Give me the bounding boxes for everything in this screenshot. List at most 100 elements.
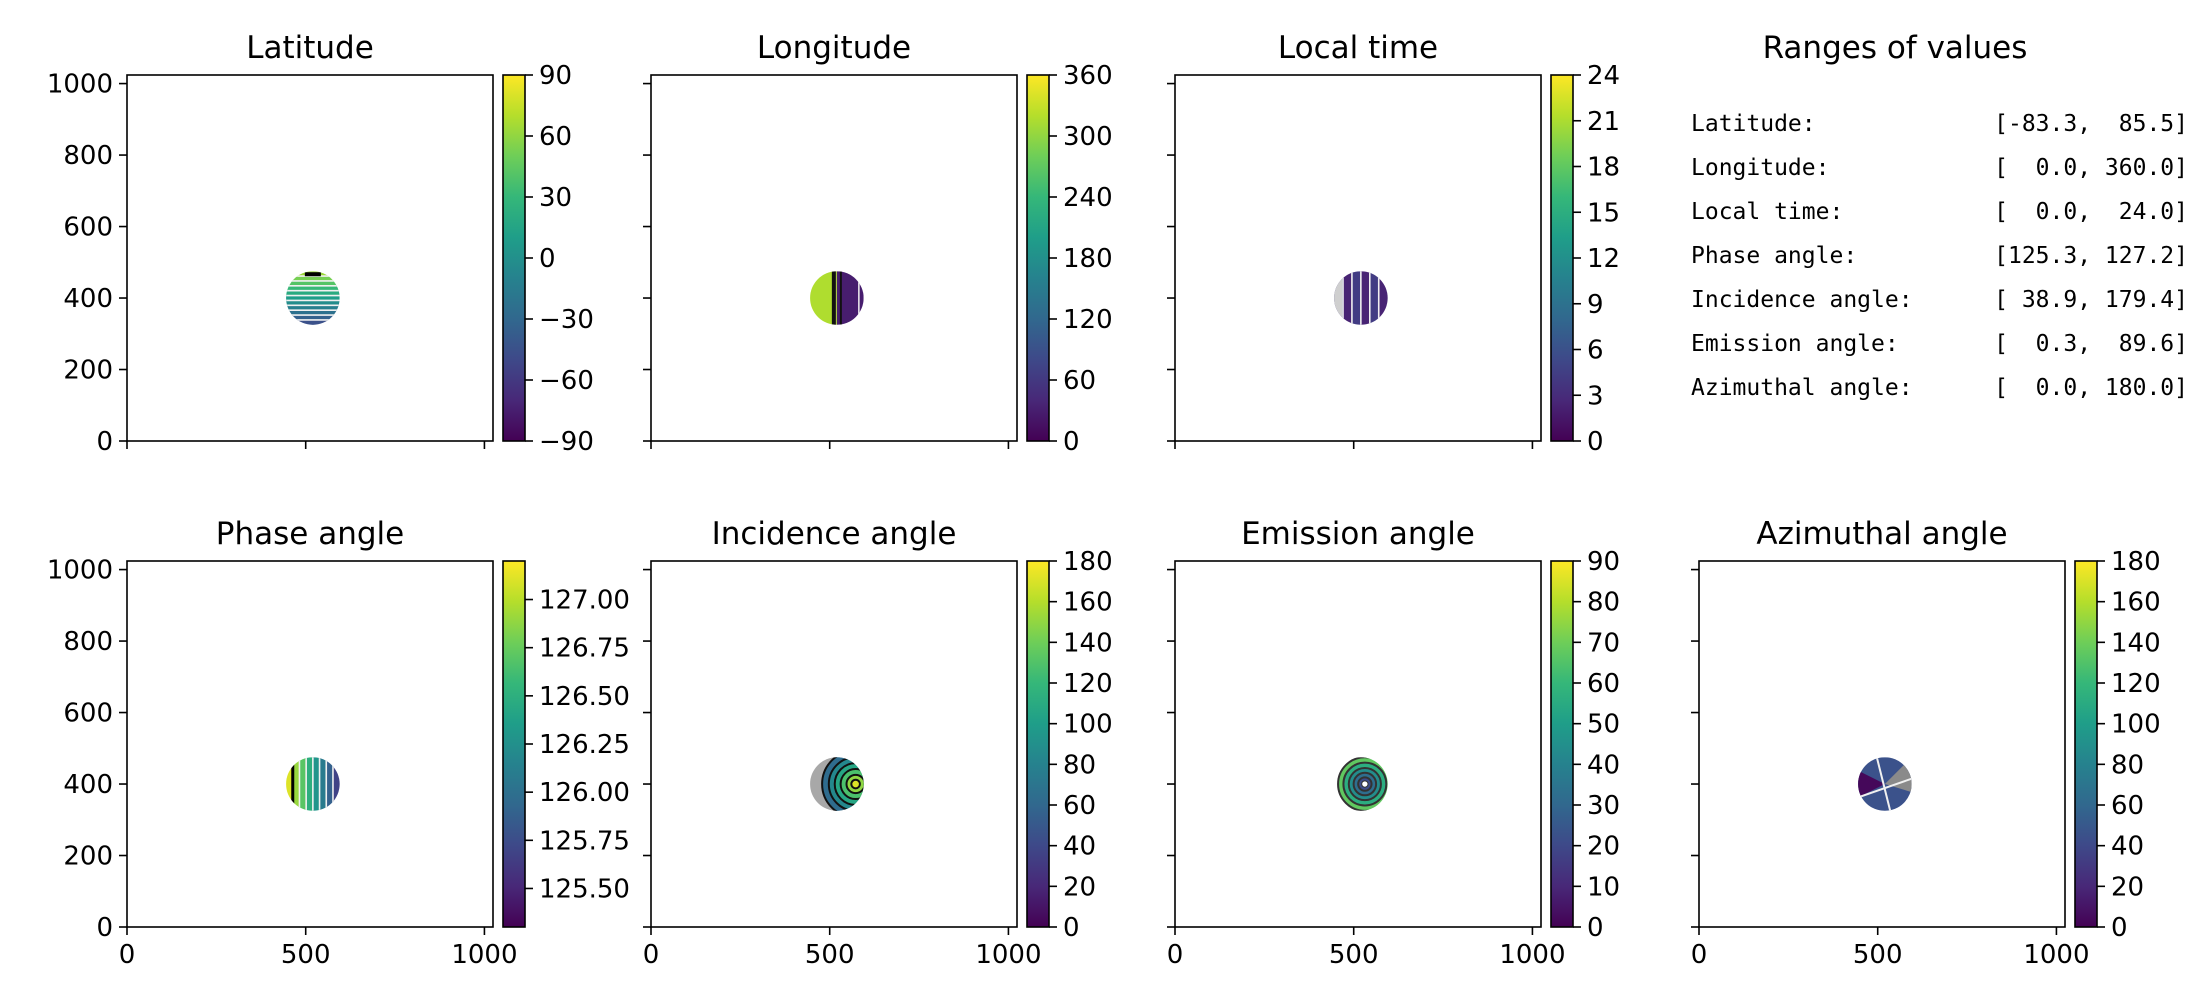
x-tick-label: 1000 xyxy=(2023,940,2089,970)
contour-ring xyxy=(850,778,861,790)
colorbar-tick-label: 3 xyxy=(1587,381,1604,411)
colorbar-tick-label: 160 xyxy=(1063,588,1113,618)
x-tick-label: 500 xyxy=(281,940,331,970)
colorbar xyxy=(2074,560,2098,928)
colorbar xyxy=(1550,74,1574,442)
colorbar-tick-label: −90 xyxy=(539,427,594,457)
band xyxy=(286,276,340,282)
colorbar-tick-label: 0 xyxy=(539,244,556,274)
colorbar-tick-label: 240 xyxy=(1063,183,1113,213)
y-tick-label: 1000 xyxy=(47,556,113,586)
colorbar-tick-label: 126.25 xyxy=(539,730,630,760)
range-label: Local time: xyxy=(1691,199,1843,225)
colorbar-tick-label: 60 xyxy=(2111,791,2144,821)
colorbar-tick-label: 127.00 xyxy=(539,586,630,616)
colorbar xyxy=(1026,74,1050,442)
panel-0: Latitude 0 200 400 600 800 1000 −90 −60 −30 0 30 60 9… xyxy=(47,30,594,457)
panel-title: Azimuthal angle xyxy=(1756,516,2007,552)
axes-frame xyxy=(650,74,1018,442)
x-tick-label: 0 xyxy=(643,940,660,970)
x-tick-label: 500 xyxy=(805,940,855,970)
plots: Latitude02004006008001000−90−60−30030609… xyxy=(47,30,2161,970)
panel-5: Emission angle 0 500 1000 0 10 20 30 40 50 60 70 80 9… xyxy=(1167,516,1620,970)
colorbar-tick-label: 180 xyxy=(1063,547,1113,577)
colorbar-tick-label: 12 xyxy=(1587,244,1620,274)
colorbar-tick-label: 90 xyxy=(539,61,572,91)
contour xyxy=(1875,757,1892,811)
colorbar-tick-label: −30 xyxy=(539,305,594,335)
axes-frame xyxy=(1174,560,1542,928)
stripe xyxy=(1369,271,1380,325)
colorbar-tick-label: 40 xyxy=(1587,750,1620,780)
stripe xyxy=(1360,271,1371,325)
stripe xyxy=(299,757,307,811)
y-tick-label: 400 xyxy=(63,770,113,800)
colorbar-tick-label: 6 xyxy=(1587,336,1604,366)
y-tick-label: 800 xyxy=(63,141,113,171)
colorbar-tick-label: 20 xyxy=(2111,872,2144,902)
panel-title: Local time xyxy=(1278,30,1438,66)
colorbar-tick-label: 126.75 xyxy=(539,634,630,664)
axes-frame xyxy=(126,74,494,442)
colorbar-tick-label: 90 xyxy=(1587,547,1620,577)
colorbar-tick-label: 80 xyxy=(2111,750,2144,780)
colorbar-tick-label: 0 xyxy=(2111,913,2128,943)
colorbar-tick-label: 50 xyxy=(1587,710,1620,740)
range-value: [ 0.0, 24.0] xyxy=(1994,199,2188,225)
colorbar-tick-label: 126.00 xyxy=(539,778,630,808)
band xyxy=(286,310,340,316)
range-value: [ 38.9, 179.4] xyxy=(1994,287,2188,313)
stripe xyxy=(332,757,340,811)
band xyxy=(286,290,340,297)
planet-disk xyxy=(286,271,340,325)
x-tick-label: 1000 xyxy=(1499,940,1565,970)
colorbar-tick-label: 80 xyxy=(1587,588,1620,618)
ranges-rows: Latitude: [-83.3, 85.5] Longitude: [ 0.0, 3… xyxy=(1691,111,2188,401)
colorbar-tick-label: 120 xyxy=(2111,669,2161,699)
panel-6: Azimuthal angle 0 500 1000 0 20 40 60 80 100 120 14… xyxy=(1691,516,2161,970)
y-tick-label: 0 xyxy=(96,913,113,943)
range-label: Azimuthal angle: xyxy=(1691,375,1913,401)
colorbar-tick-label: 100 xyxy=(2111,710,2161,740)
colorbar-tick-label: 140 xyxy=(1063,628,1113,658)
planet-disk xyxy=(810,757,864,811)
planet-disk xyxy=(1334,271,1388,325)
colorbar-tick-label: 15 xyxy=(1587,198,1620,228)
axes-frame xyxy=(1174,74,1542,442)
band xyxy=(286,280,340,287)
panel-title: Incidence angle xyxy=(712,516,957,552)
colorbar-tick-label: 126.50 xyxy=(539,682,630,712)
panel-title: Longitude xyxy=(757,30,911,66)
band xyxy=(286,305,340,311)
stripe xyxy=(1378,271,1388,325)
colorbar-tick-label: 360 xyxy=(1063,61,1113,91)
band xyxy=(286,315,340,321)
ranges-panel: Ranges of values Latitude: [-83.3, 85.5]L… xyxy=(1691,30,2188,401)
range-value: [ 0.0, 360.0] xyxy=(1994,155,2188,181)
stripe xyxy=(1351,271,1362,325)
x-tick-label: 500 xyxy=(1853,940,1903,970)
band xyxy=(286,285,340,292)
colorbar-tick-label: 10 xyxy=(1587,872,1620,902)
stripe xyxy=(306,757,314,811)
colorbar-tick-label: 160 xyxy=(2111,588,2161,618)
center-dot xyxy=(1362,781,1368,787)
range-label: Longitude: xyxy=(1691,155,1829,181)
y-tick-label: 200 xyxy=(63,356,113,386)
colorbar-tick-label: 0 xyxy=(1587,913,1604,943)
colorbar-tick-label: 60 xyxy=(539,122,572,152)
colorbar-tick-label: 40 xyxy=(1063,832,1096,862)
x-tick-label: 500 xyxy=(1329,940,1379,970)
limb-shade xyxy=(1334,271,1343,325)
colorbar-tick-label: 60 xyxy=(1063,791,1096,821)
colorbar-tick-label: 20 xyxy=(1587,832,1620,862)
panel-3: Phase angle 0 500 1000 0 200 400 600 800 1000 125.… xyxy=(47,516,630,970)
colorbar-tick-label: 100 xyxy=(1063,710,1113,740)
range-value: [ 0.0, 180.0] xyxy=(1994,375,2188,401)
y-tick-label: 600 xyxy=(63,699,113,729)
colorbar-tick-label: 300 xyxy=(1063,122,1113,152)
stripe xyxy=(1342,271,1353,325)
panel-2: Local time 0 3 6 9 12 15 18 21 24 xyxy=(1167,30,1620,457)
stripe xyxy=(292,757,301,811)
y-tick-label: 0 xyxy=(96,427,113,457)
